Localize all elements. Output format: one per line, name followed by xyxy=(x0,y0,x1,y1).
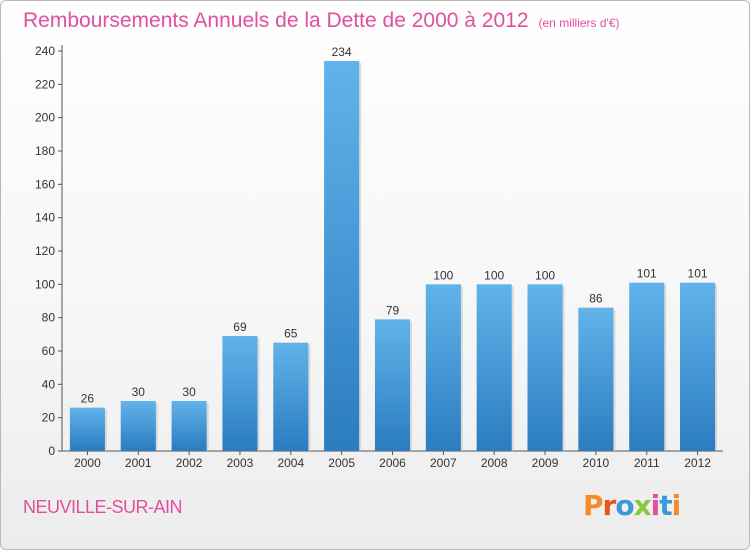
x-tick-label: 2003 xyxy=(227,456,254,470)
bar xyxy=(273,342,309,451)
y-tick-label: 220 xyxy=(35,77,55,91)
data-label: 65 xyxy=(284,327,298,341)
data-label: 100 xyxy=(535,268,555,282)
data-label: 101 xyxy=(688,267,708,281)
data-label: 100 xyxy=(433,268,453,282)
chart-bars xyxy=(69,61,718,451)
y-tick-label: 80 xyxy=(42,311,56,325)
bar xyxy=(476,284,512,451)
x-tick-label: 2012 xyxy=(684,456,711,470)
chart-labels: 2000 26 2001 30 2002 30 2003 69 2004 65 2005 234 200… xyxy=(74,45,711,470)
logo-letter: x xyxy=(633,489,652,522)
y-tick-label: 180 xyxy=(35,144,55,158)
bar xyxy=(578,307,614,451)
x-tick-label: 2011 xyxy=(634,456,660,470)
x-tick-label: 2000 xyxy=(74,456,101,470)
logo-letter: o xyxy=(615,489,634,522)
logo-letter: i xyxy=(671,489,682,522)
y-tick-label: 160 xyxy=(35,177,55,191)
y-tick-label: 200 xyxy=(35,111,55,125)
data-label: 30 xyxy=(182,385,196,399)
data-label: 86 xyxy=(589,292,603,306)
bar xyxy=(69,407,105,451)
x-tick-label: 2005 xyxy=(328,456,355,470)
proxiti-logo: Proxiti xyxy=(583,489,682,522)
data-label: 30 xyxy=(132,385,146,399)
y-tick-label: 60 xyxy=(42,344,56,358)
logo-letter: t xyxy=(659,489,672,522)
bar xyxy=(680,282,716,451)
y-tick-label: 240 xyxy=(35,44,55,58)
y-tick-label: 100 xyxy=(35,277,55,291)
bar xyxy=(171,401,207,451)
data-label: 79 xyxy=(386,303,400,317)
bar xyxy=(374,319,411,451)
x-tick-label: 2008 xyxy=(481,456,508,470)
x-tick-label: 2004 xyxy=(277,456,304,470)
x-tick-label: 2007 xyxy=(430,456,457,470)
x-tick-label: 2009 xyxy=(532,456,559,470)
y-tick-label: 120 xyxy=(35,244,55,258)
x-tick-label: 2002 xyxy=(176,456,203,470)
data-label: 69 xyxy=(233,320,247,334)
x-tick-label: 2006 xyxy=(379,456,406,470)
logo-letter: i xyxy=(650,489,661,522)
bar xyxy=(527,284,563,451)
data-label: 234 xyxy=(332,45,352,59)
data-label: 100 xyxy=(484,268,504,282)
x-tick-label: 2010 xyxy=(583,456,610,470)
x-tick-label: 2001 xyxy=(125,456,152,470)
chart-title: Remboursements Annuels de la Dette de 20… xyxy=(23,9,620,33)
data-label: 26 xyxy=(81,392,95,406)
data-label: 101 xyxy=(637,267,657,281)
y-tick-label: 0 xyxy=(48,444,55,458)
bar xyxy=(120,401,156,451)
logo-letter: r xyxy=(602,489,617,522)
y-tick-label: 20 xyxy=(42,411,56,425)
chart-title-text: Remboursements Annuels de la Dette de 20… xyxy=(23,9,529,32)
commune-name: NEUVILLE-SUR-AIN xyxy=(23,497,183,517)
chart-subtitle: (en milliers d'€) xyxy=(538,16,620,30)
bar xyxy=(222,336,258,451)
y-tick-label: 140 xyxy=(35,211,55,225)
logo-letter: P xyxy=(583,489,604,522)
y-tick-label: 40 xyxy=(42,377,56,391)
bar xyxy=(425,284,461,451)
bar xyxy=(629,282,665,451)
bar xyxy=(324,61,360,451)
